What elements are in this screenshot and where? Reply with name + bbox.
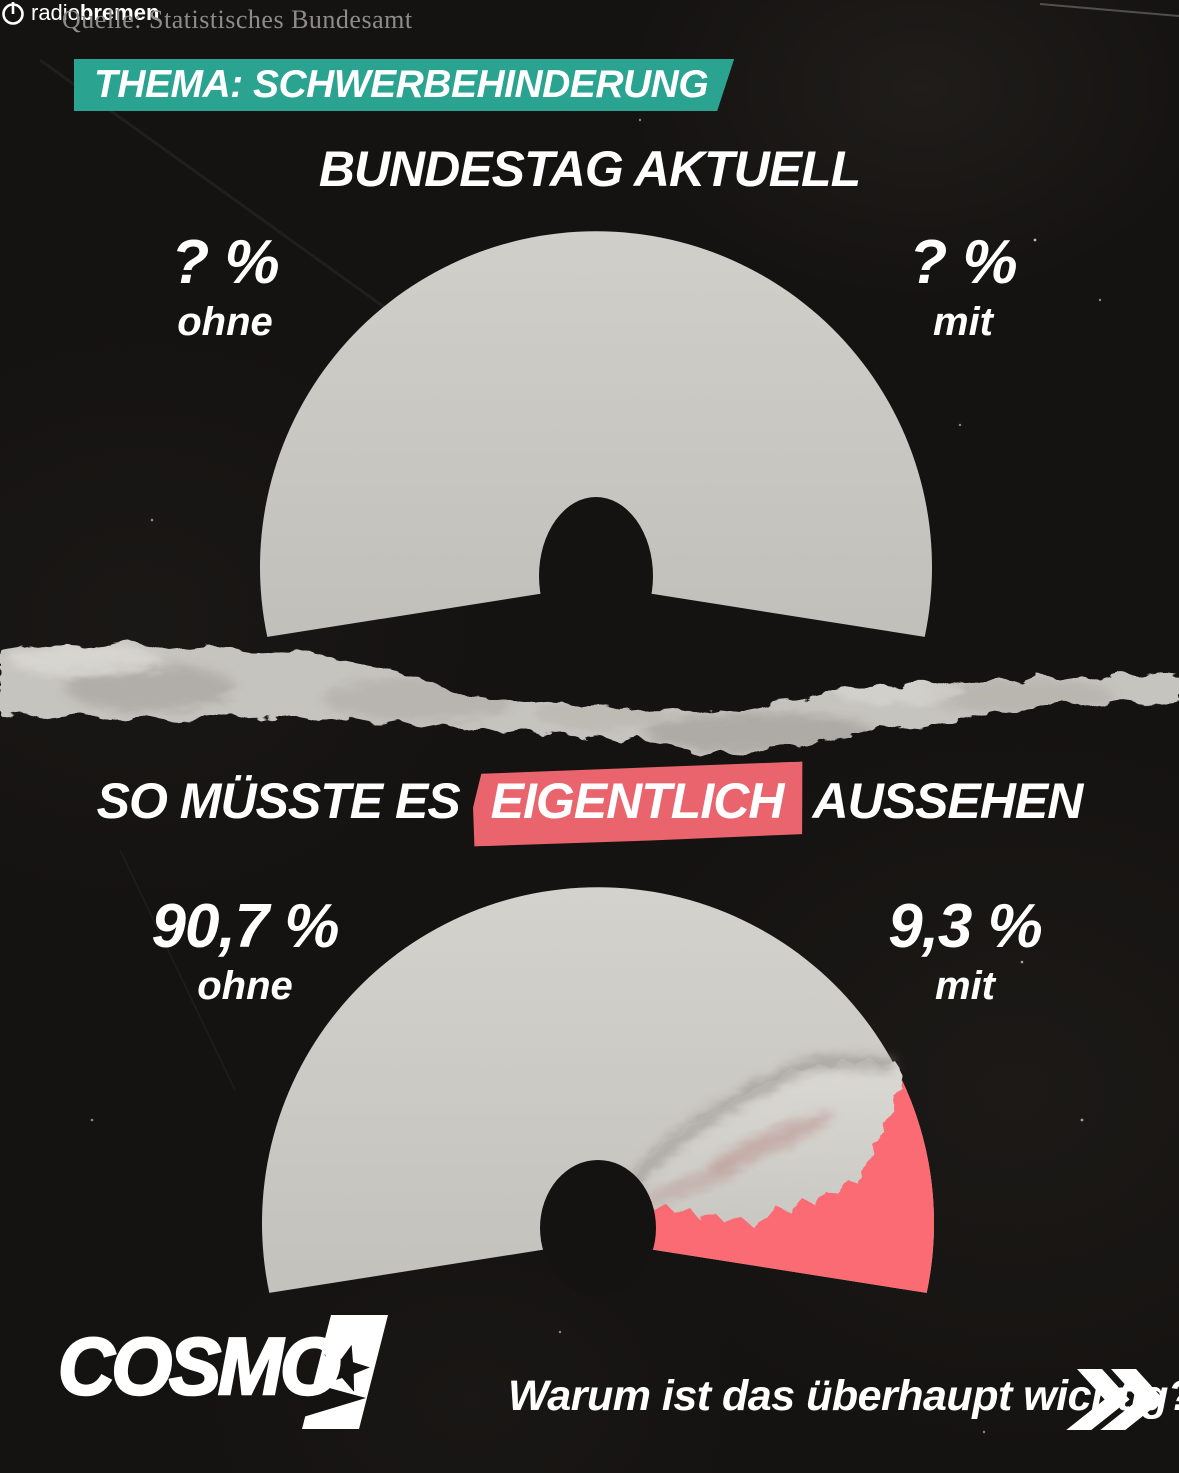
top-left-value: ? % — [171, 228, 279, 297]
topic-banner: THEMA: SCHWERBEHINDERUNG — [74, 59, 734, 111]
topic-banner-label: THEMA: SCHWERBEHINDERUNG — [94, 63, 709, 106]
bottom-chart-title-pre: SO MÜSSTE ES — [96, 773, 461, 829]
footer-question: Warum ist das überhaupt wichtig? — [508, 1372, 1179, 1420]
top-right-category: mit — [933, 300, 993, 344]
bottom-chart-title-post: AUSSEHEN — [812, 773, 1083, 829]
bottom-right-gauge-label: 9,3 % mit — [855, 892, 1075, 1008]
cosmo-wordmark: COSMO — [57, 1320, 342, 1413]
top-chart-title: BUNDESTAG AKTUELL — [318, 141, 861, 197]
top-left-gauge-label: ? % ohne — [140, 228, 310, 344]
bottom-chart-title: SO MÜSSTE ES EIGENTLICH AUSSEHEN — [0, 772, 1179, 830]
top-right-value: ? % — [909, 228, 1017, 297]
source-line: Quelle: Statistisches Bundesamt — [62, 5, 413, 34]
top-right-gauge-label: ? % mit — [878, 228, 1048, 344]
bottom-left-gauge-label: 90,7 % ohne — [125, 892, 365, 1008]
bottom-left-value: 90,7 % — [151, 892, 339, 961]
bottom-right-value: 9,3 % — [888, 892, 1043, 961]
bottom-right-category: mit — [935, 964, 995, 1008]
top-left-category: ohne — [177, 300, 273, 344]
bottom-left-category: ohne — [197, 964, 293, 1008]
bottom-chart-title-highlight: EIGENTLICH — [485, 773, 790, 829]
